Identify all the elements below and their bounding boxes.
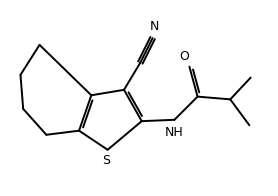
Text: NH: NH bbox=[165, 126, 184, 139]
Text: S: S bbox=[102, 154, 110, 167]
Text: N: N bbox=[149, 20, 159, 33]
Text: O: O bbox=[179, 50, 189, 63]
